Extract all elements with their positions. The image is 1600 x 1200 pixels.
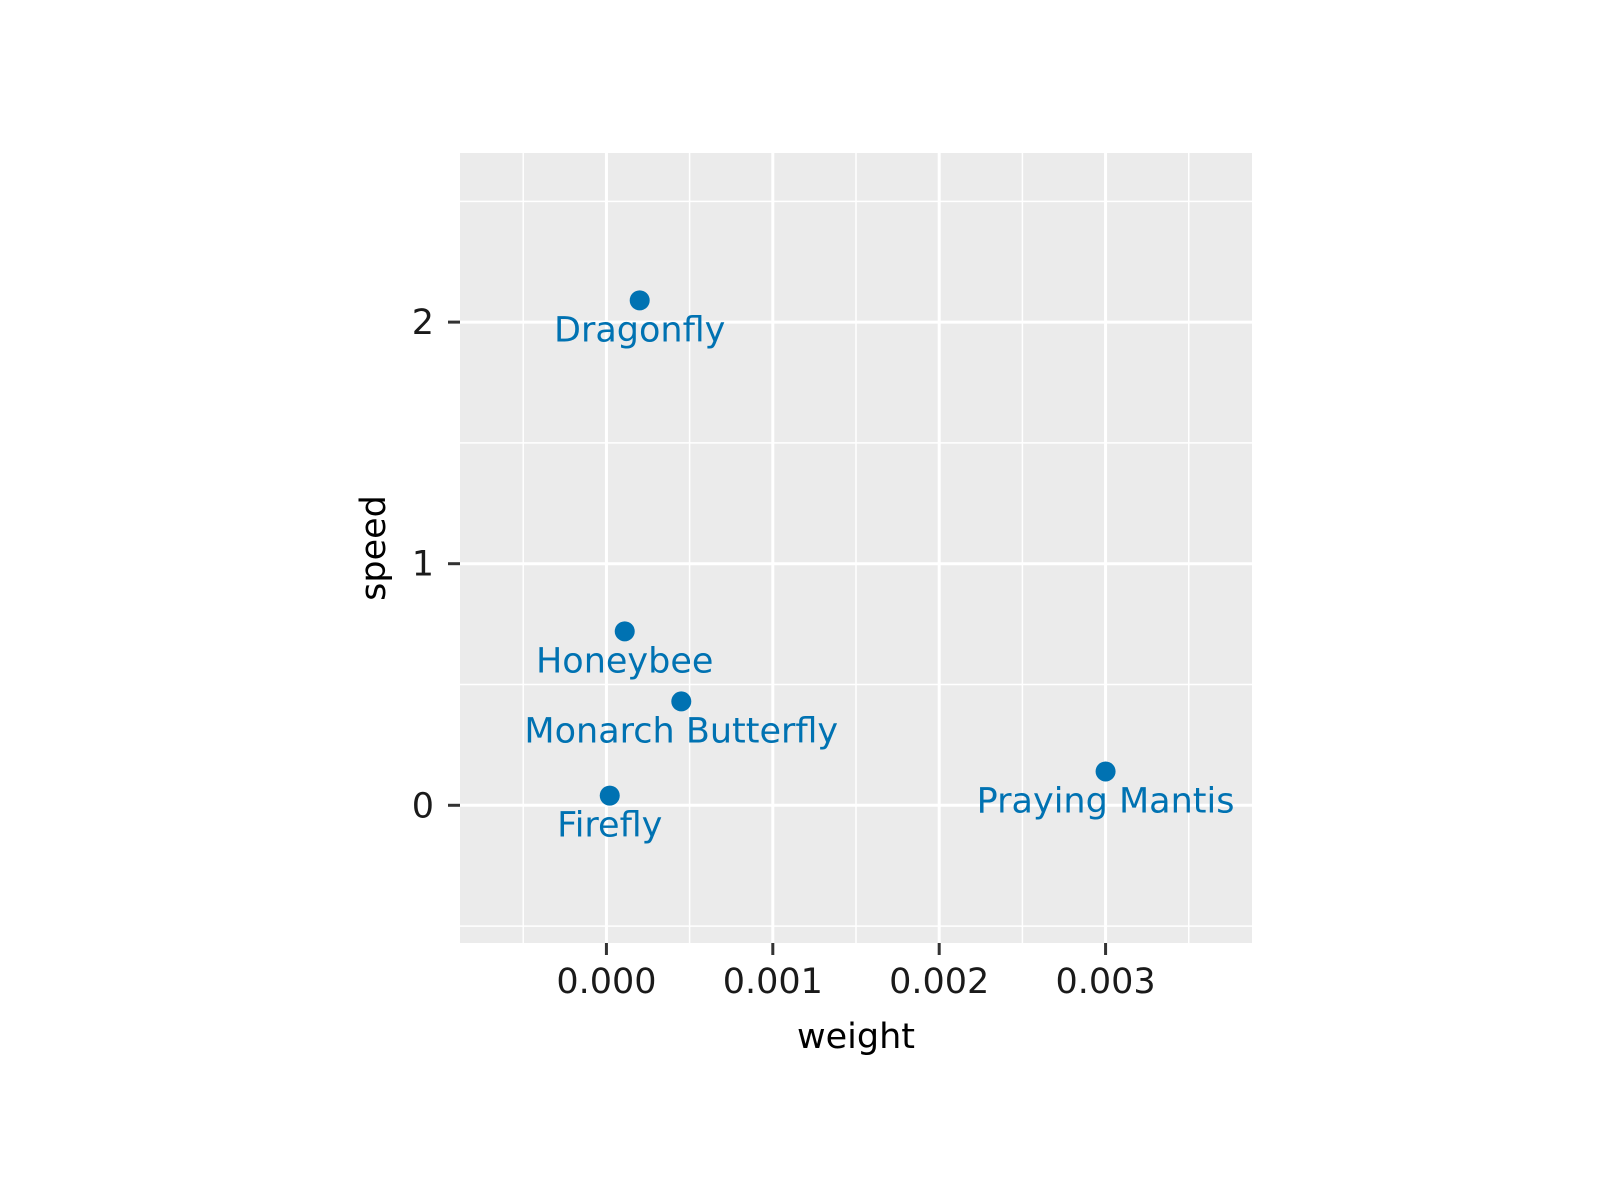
data-point-label-1: Honeybee xyxy=(536,641,713,681)
data-point-label-4: Praying Mantis xyxy=(977,781,1235,821)
x-tick-label-0: 0.000 xyxy=(556,962,656,1002)
minor-gridlines xyxy=(460,153,1252,943)
data-point-label-2: Monarch Butterfly xyxy=(524,711,838,751)
data-point-labels: Dragonfly Honeybee Monarch Butterfly Firefl… xyxy=(524,310,1234,845)
x-axis-ticks: 0.000 0.001 0.002 0.003 xyxy=(556,943,1156,1002)
data-point-0 xyxy=(629,290,650,311)
major-gridlines xyxy=(460,153,1252,943)
data-points xyxy=(599,290,1116,806)
data-point-3 xyxy=(599,785,620,806)
x-axis-title: weight xyxy=(797,1017,915,1057)
x-tick-label-3: 0.003 xyxy=(1055,962,1155,1002)
data-point-label-3: Firefly xyxy=(557,806,662,846)
data-point-label-0: Dragonfly xyxy=(554,310,725,350)
data-point-2 xyxy=(671,691,692,712)
y-axis-title: speed xyxy=(354,495,394,601)
data-point-4 xyxy=(1095,761,1116,782)
y-axis-ticks: 0 1 2 xyxy=(412,303,460,826)
data-point-1 xyxy=(614,621,635,642)
x-tick-label-1: 0.001 xyxy=(723,962,823,1002)
x-tick-label-2: 0.002 xyxy=(889,962,989,1002)
y-tick-label-0: 0 xyxy=(412,786,434,826)
y-tick-label-2: 2 xyxy=(412,303,434,343)
y-tick-label-1: 1 xyxy=(412,545,434,585)
